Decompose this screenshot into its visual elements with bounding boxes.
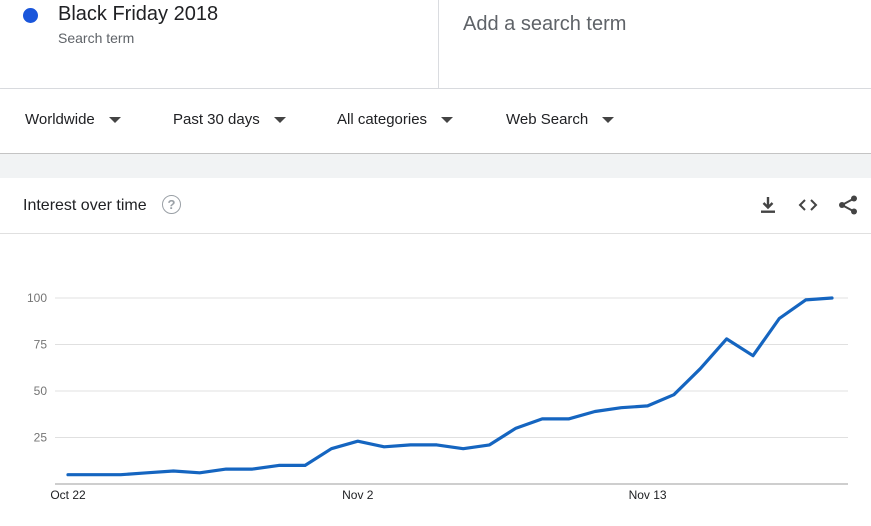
time-range-filter-dropdown[interactable]: Past 30 days <box>173 111 286 128</box>
y-tick-label: 25 <box>34 431 48 445</box>
time-range-filter-label: Past 30 days <box>173 111 260 128</box>
search-term-card[interactable]: Black Friday 2018 Search term <box>0 0 439 88</box>
category-filter-label: All categories <box>337 111 427 128</box>
dropdown-caret-icon <box>274 117 286 123</box>
category-filter-dropdown[interactable]: All categories <box>337 111 453 128</box>
add-search-term-input[interactable]: Add a search term <box>463 13 626 36</box>
y-tick-label: 50 <box>34 384 48 398</box>
dropdown-caret-icon <box>109 117 121 123</box>
interest-over-time-chart: 25 50 75 100 Oct 22 Nov 2 Nov 13 <box>0 234 871 521</box>
interest-over-time-header: Interest over time ? <box>0 178 871 234</box>
dropdown-caret-icon <box>441 117 453 123</box>
location-filter-label: Worldwide <box>25 111 95 128</box>
download-icon[interactable] <box>757 194 779 216</box>
y-tick-label: 75 <box>34 338 48 352</box>
help-icon[interactable]: ? <box>162 195 181 214</box>
series-color-dot <box>23 8 38 23</box>
search-term-name: Black Friday 2018 <box>58 3 218 26</box>
x-tick-label: Nov 2 <box>342 488 374 502</box>
card-title: Interest over time <box>23 197 147 215</box>
x-tick-label: Nov 13 <box>629 488 667 502</box>
embed-icon[interactable] <box>797 194 819 216</box>
line-chart: 25 50 75 100 Oct 22 Nov 2 Nov 13 <box>0 234 871 521</box>
search-term-subtitle: Search term <box>58 30 134 46</box>
series-line-0 <box>68 298 832 475</box>
filter-bar: Worldwide Past 30 days All categories We… <box>0 89 871 154</box>
search-type-filter-dropdown[interactable]: Web Search <box>506 111 614 128</box>
y-tick-label: 100 <box>27 291 47 305</box>
dropdown-caret-icon <box>602 117 614 123</box>
search-terms-bar: Black Friday 2018 Search term Add a sear… <box>0 0 871 89</box>
section-gap <box>0 154 871 178</box>
x-tick-label: Oct 22 <box>50 488 86 502</box>
search-type-filter-label: Web Search <box>506 111 588 128</box>
share-icon[interactable] <box>837 194 859 216</box>
location-filter-dropdown[interactable]: Worldwide <box>25 111 121 128</box>
